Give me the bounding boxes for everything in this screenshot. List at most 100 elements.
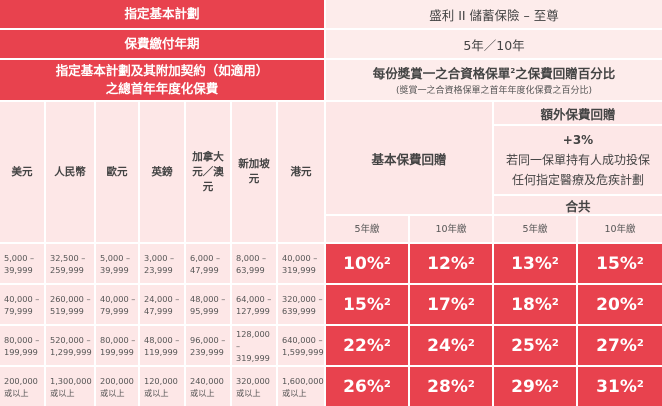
- range-from: 120,000: [144, 375, 178, 386]
- term5-basic-header: 5年繳: [326, 216, 408, 242]
- extra-rebate-header: 額外保費回贈: [494, 102, 662, 124]
- range-cell: 40,000 –79,999: [0, 285, 44, 324]
- rebate-rate-footnote: 2: [467, 256, 475, 267]
- extra-rebate-desc: +3% 若同一保單持有人成功投保 任何指定醫療及危疾計劃: [494, 126, 662, 194]
- rebate-rate-footnote: 2: [383, 297, 391, 308]
- range-from: 96,000 –: [190, 334, 226, 345]
- rebate-rate-cell: 12% 2: [410, 244, 492, 283]
- rebate-rate-cell: 24% 2: [410, 326, 492, 365]
- plan-value: 盛利 II 儲蓄保險 – 至尊: [326, 0, 662, 28]
- range-cell: 1,300,000 或以上: [46, 367, 94, 406]
- rebate-rate-cell: 26% 2: [326, 367, 408, 406]
- range-to: 239,999: [190, 346, 224, 357]
- range-cell: 120,000 或以上: [140, 367, 184, 406]
- currency-gbp-header: 英鎊: [140, 102, 184, 242]
- range-cell: 200,000 或以上: [0, 367, 44, 406]
- range-cell: 80,000 –199,999: [96, 326, 138, 365]
- range-from: 32,500 –: [50, 252, 86, 263]
- range-cell: 24,000 –47,999: [140, 285, 184, 324]
- rebate-rate-value: 29%: [511, 376, 552, 397]
- rebate-rate-footnote: 2: [551, 379, 559, 390]
- range-cell: 5,000 –39,999: [0, 244, 44, 283]
- rebate-rate-cell: 27% 2: [578, 326, 662, 365]
- range-cell: 40,000 –319,999: [278, 244, 324, 283]
- rebate-title-text: 每份獎賞一之合資格保單: [372, 65, 511, 81]
- range-from: 3,000 –: [144, 252, 175, 263]
- range-from: 320,000 –: [282, 293, 323, 304]
- range-from: 24,000 –: [144, 293, 180, 304]
- rebate-rate-value: 31%: [596, 376, 637, 397]
- range-cell: 5,000 –39,999: [96, 244, 138, 283]
- range-cell: 128,000 –319,999: [232, 326, 276, 365]
- rebate-rate-footnote: 2: [383, 379, 391, 390]
- rebate-rate-cell: 17% 2: [410, 285, 492, 324]
- rebate-rate-cell: 10% 2: [326, 244, 408, 283]
- rebate-rate-value: 24%: [427, 335, 468, 356]
- range-to: 79,999: [100, 305, 129, 316]
- total-header: 合共: [494, 196, 662, 214]
- range-cell: 240,000 或以上: [186, 367, 230, 406]
- range-to: 1,299,999: [50, 346, 92, 357]
- range-to: 23,999: [144, 264, 173, 275]
- plan-label: 指定基本計劃: [0, 0, 324, 28]
- rebate-rate-footnote: 2: [467, 379, 475, 390]
- range-from: 40,000 –: [100, 293, 136, 304]
- range-from: 40,000 –: [282, 252, 318, 263]
- rebate-rate-value: 18%: [511, 294, 552, 315]
- rebate-rate-cell: 31% 2: [578, 367, 662, 406]
- rebate-rate-cell: 29% 2: [494, 367, 576, 406]
- range-to: 79,999: [4, 305, 33, 316]
- rebate-rate-cell: 20% 2: [578, 285, 662, 324]
- range-cell: 40,000 –79,999: [96, 285, 138, 324]
- rebate-title-tail: 之保費回贈百分比: [515, 65, 616, 81]
- extra-plus: +3%: [562, 133, 594, 147]
- range-to: 119,999: [144, 346, 178, 357]
- range-from: 520,000 –: [50, 334, 91, 345]
- rebate-rate-footnote: 2: [383, 338, 391, 349]
- rebate-rate-footnote: 2: [551, 256, 559, 267]
- rebate-rate-value: 20%: [596, 294, 637, 315]
- currency-usd-header: 美元: [0, 102, 44, 242]
- range-to: 39,999: [100, 264, 129, 275]
- range-cell: 640,000 –1,599,999: [278, 326, 324, 365]
- range-cell: 200,000 或以上: [96, 367, 138, 406]
- range-to: 63,999: [236, 264, 265, 275]
- rebate-rate-value: 22%: [343, 335, 384, 356]
- range-from: 8,000 –: [236, 252, 267, 263]
- range-from: 200,000: [4, 375, 38, 386]
- range-to: 或以上: [282, 387, 307, 398]
- range-from: 48,000 –: [190, 293, 226, 304]
- range-to: 199,999: [100, 346, 134, 357]
- currency-rmb-header: 人民幣: [46, 102, 94, 242]
- premium-label: 指定基本計劃及其附加契約（如適用） 之總首年年度化保費: [0, 60, 324, 100]
- rebate-rate-cell: 13% 2: [494, 244, 576, 283]
- premium-label-line2: 之總首年年度化保費: [105, 81, 219, 96]
- range-to: 或以上: [236, 387, 261, 398]
- premium-label-line1: 指定基本計劃及其附加契約（如適用）: [55, 63, 269, 78]
- rebate-rate-value: 28%: [427, 376, 468, 397]
- rebate-rate-cell: 25% 2: [494, 326, 576, 365]
- rebate-rate-footnote: 2: [383, 256, 391, 267]
- range-to: 或以上: [4, 387, 29, 398]
- range-cell: 48,000 –119,999: [140, 326, 184, 365]
- currency-eur-header: 歐元: [96, 102, 138, 242]
- rebate-rate-cell: 15% 2: [578, 244, 662, 283]
- rebate-rate-footnote: 2: [467, 297, 475, 308]
- range-to: 或以上: [190, 387, 215, 398]
- range-from: 240,000: [190, 375, 224, 386]
- range-to: 199,999: [4, 346, 38, 357]
- rebate-rate-value: 15%: [343, 294, 384, 315]
- currency-hkd-header: 港元: [278, 102, 324, 242]
- rebate-rate-footnote: 2: [636, 338, 644, 349]
- rebate-rate-footnote: 2: [636, 297, 644, 308]
- rebate-rate-value: 27%: [596, 335, 637, 356]
- range-to: 47,999: [144, 305, 173, 316]
- range-from: 64,000 –: [236, 293, 272, 304]
- rebate-rate-value: 10%: [343, 253, 384, 274]
- range-from: 40,000 –: [4, 293, 40, 304]
- rebate-title-cell: 每份獎賞一之合資格保單2之保費回贈百分比 (獎賞一之合資格保單之首年年度化保費之…: [326, 60, 662, 100]
- rebate-rate-value: 15%: [596, 253, 637, 274]
- range-from: 5,000 –: [4, 252, 35, 263]
- range-to: 127,999: [236, 305, 270, 316]
